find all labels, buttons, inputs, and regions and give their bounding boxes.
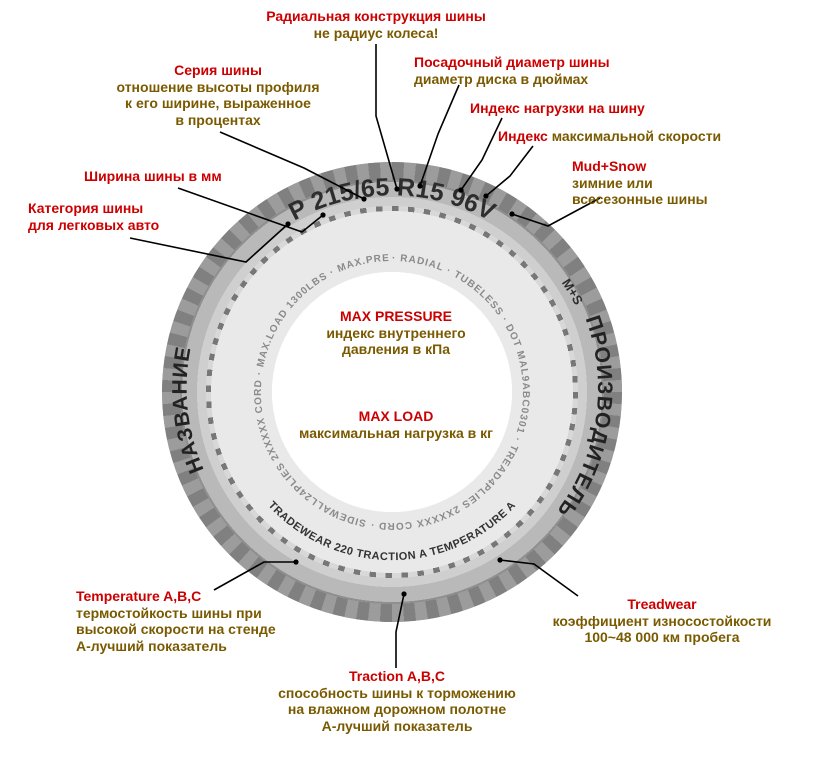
callout-radial: Радиальная конструкция шиныне радиус кол… [226,8,526,41]
callout-ms: Mud+Snowзимние иливсесезонные шины [572,158,792,208]
callout-treadwear: Treadwearкоэффициент износостойкости100~… [532,596,792,646]
callout-width: Ширина шины в мм [84,168,304,185]
center-load-desc: максимальная нагрузка в кг [282,425,510,442]
callout-speed: Индекс максимальной скорости [498,128,798,145]
callout-load_idx: Индекс нагрузки на шину [470,100,750,117]
center-load-title: MAX LOAD [282,408,510,425]
callout-category: Категория шиныдля легковых авто [28,200,228,233]
callout-temperature: Temperature A,B,Cтермостойкость шины при… [76,588,356,654]
center-pressure-title: MAX PRESSURE [296,308,496,325]
center-pressure: MAX PRESSURE индекс внутреннегодавления … [296,308,496,358]
tire-marking-diagram: P 215/65 R15 96V M+S · RADIAL · TUBELESS… [0,0,813,760]
callout-traction: Traction A,B,Cспособность шины к торможе… [232,668,562,734]
callout-series: Серия шиныотношение высоты профиляк его … [88,62,348,128]
center-pressure-desc: индекс внутреннегодавления в кПа [296,325,496,358]
center-load: MAX LOAD максимальная нагрузка в кг [282,408,510,441]
callout-seat: Посадочный диаметр шиныдиаметр диска в д… [414,54,714,87]
